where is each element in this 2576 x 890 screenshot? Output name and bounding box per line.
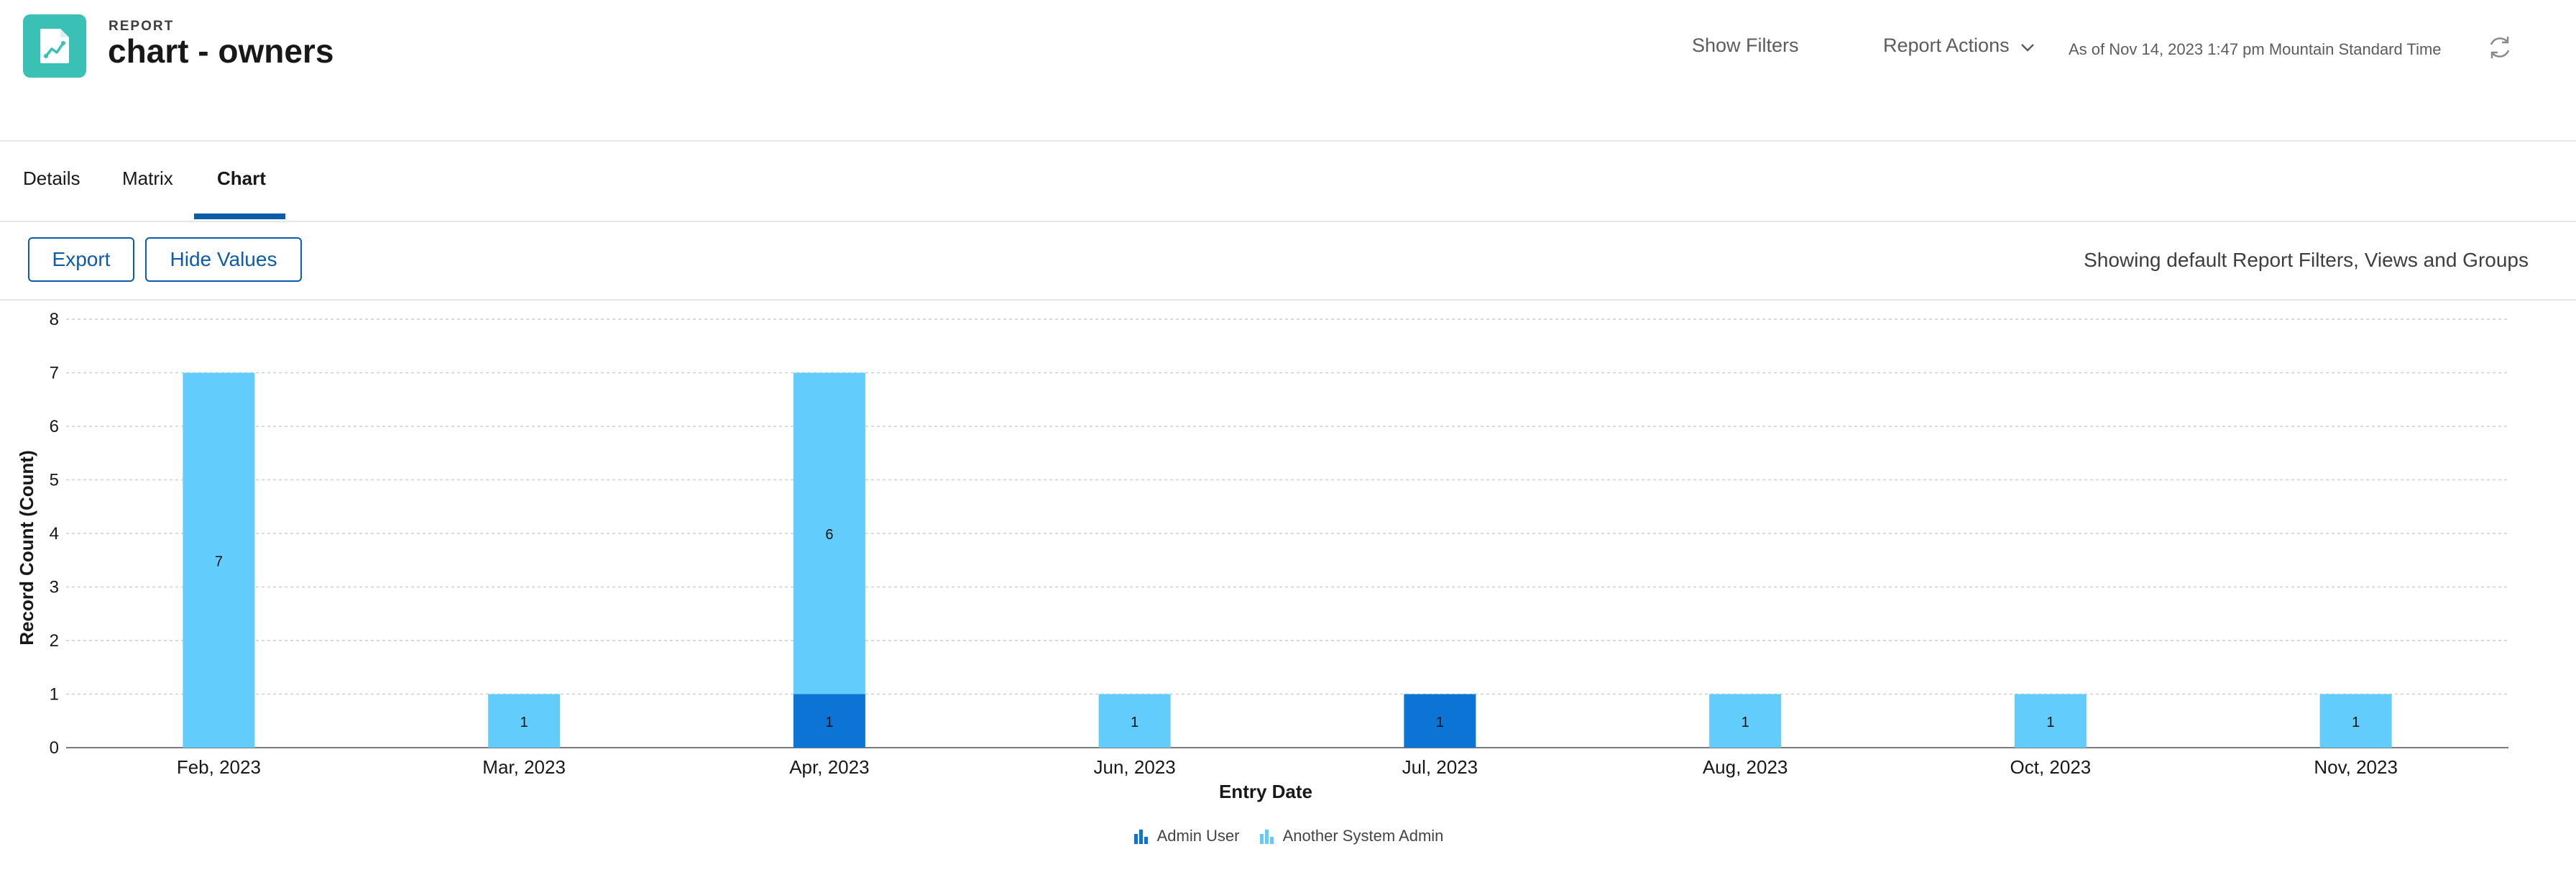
- chart-toolbar: Export Hide Values Showing default Repor…: [0, 221, 2576, 301]
- bar-segment: [488, 694, 561, 748]
- x-tick-label: Feb, 2023: [177, 756, 261, 778]
- bar-segment: [1404, 694, 1476, 748]
- data-label: 1: [2352, 715, 2360, 730]
- report-chart-icon: [23, 14, 86, 78]
- x-tick-label: Jul, 2023: [1402, 756, 1478, 778]
- filters-status-text: Showing default Report Filters, Views an…: [2084, 249, 2529, 271]
- tab-details[interactable]: Details: [23, 168, 80, 189]
- data-label: 1: [1742, 715, 1749, 730]
- data-label: 6: [825, 527, 833, 543]
- y-tick-label: 0: [50, 738, 59, 758]
- bar-segment: [2014, 694, 2087, 748]
- bar-segment: [1709, 694, 1782, 748]
- bar-chart-icon: [1259, 830, 1274, 844]
- chart-legend: Admin User Another System Admin: [0, 827, 2576, 848]
- bar-segment: [793, 372, 865, 694]
- bar-segment: [793, 694, 865, 748]
- tab-chart[interactable]: Chart: [217, 168, 266, 189]
- x-tick-label: Aug, 2023: [1703, 756, 1788, 778]
- report-actions-label: Report Actions: [1883, 35, 2010, 56]
- bar-segment: [1098, 694, 1171, 748]
- data-label: 1: [1436, 715, 1444, 730]
- legend-item-another-system-admin[interactable]: Another System Admin: [1259, 827, 1444, 845]
- tab-matrix[interactable]: Matrix: [122, 168, 173, 189]
- record-count-chart: 0 1 2 3 4 5 6 7 8 7 Feb, 2023 1 Mar, 2023 1 6 Apr, 2023…: [16, 310, 2508, 802]
- page-title: chart - owners: [108, 32, 334, 70]
- x-tick-label: Mar, 2023: [482, 756, 566, 778]
- data-label: 1: [1131, 715, 1138, 730]
- y-axis-title: Record Count (Count): [16, 450, 37, 646]
- chevron-down-icon: [2020, 35, 2035, 58]
- legend-label: Another System Admin: [1282, 827, 1444, 845]
- data-label: 1: [520, 715, 528, 730]
- y-tick-label: 2: [50, 631, 59, 651]
- y-tick-label: 5: [50, 471, 59, 490]
- y-tick-label: 8: [50, 310, 59, 329]
- data-label: 7: [215, 554, 223, 569]
- x-tick-label: Apr, 2023: [789, 756, 869, 778]
- export-button[interactable]: Export: [28, 237, 134, 282]
- report-tabs: Details Matrix Chart: [0, 142, 2576, 222]
- report-actions-menu[interactable]: Report Actions: [1883, 35, 2035, 58]
- refresh-icon[interactable]: [2485, 33, 2514, 62]
- y-tick-label: 6: [50, 417, 59, 436]
- x-axis-title: Entry Date: [1219, 781, 1312, 802]
- x-tick-label: Jun, 2023: [1094, 756, 1176, 778]
- as-of-timestamp: As of Nov 14, 2023 1:47 pm Mountain Stan…: [2069, 40, 2442, 58]
- x-tick-label: Nov, 2023: [2314, 756, 2398, 778]
- page-eyebrow: REPORT: [109, 19, 175, 34]
- y-tick-label: 7: [50, 364, 59, 383]
- show-filters-link[interactable]: Show Filters: [1692, 35, 1799, 56]
- data-label: 1: [825, 715, 833, 730]
- legend-item-admin-user[interactable]: Admin User: [1133, 827, 1240, 845]
- bar-segment: [183, 372, 255, 748]
- bar-segment: [2319, 694, 2392, 748]
- y-tick-label: 4: [50, 524, 59, 543]
- report-header: REPORT chart - owners Show Filters Repor…: [0, 0, 2576, 142]
- hide-values-button[interactable]: Hide Values: [145, 237, 302, 282]
- data-label: 1: [2046, 715, 2054, 730]
- legend-label: Admin User: [1156, 827, 1240, 845]
- active-tab-indicator: [194, 214, 285, 219]
- x-tick-label: Oct, 2023: [2010, 756, 2092, 778]
- bar-chart-icon: [1133, 830, 1148, 844]
- y-tick-label: 1: [50, 685, 59, 705]
- y-tick-label: 3: [50, 578, 59, 597]
